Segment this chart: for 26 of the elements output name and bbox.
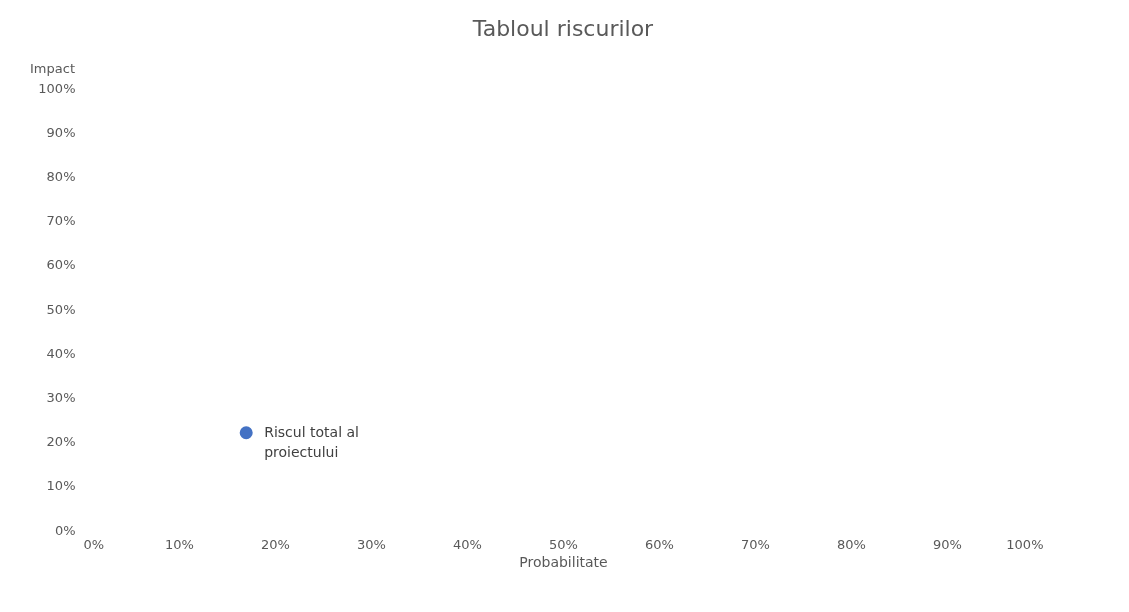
x-tick-label: 20% <box>261 536 290 552</box>
y-tick-label: 40% <box>46 345 76 361</box>
y-tick-label: 20% <box>46 434 76 450</box>
y-tick-label: 80% <box>46 168 76 184</box>
chart-title: Tabloul riscurilor <box>471 16 655 41</box>
x-tick-label: 100% <box>1006 536 1044 552</box>
x-tick-label: 0% <box>83 536 105 552</box>
y-tick-label: 0% <box>54 522 76 538</box>
x-axis-title: Probabilitate <box>519 553 608 570</box>
x-tick-label: 30% <box>357 536 386 552</box>
x-tick-label: 40% <box>453 536 482 552</box>
y-tick-label: 70% <box>46 213 76 229</box>
x-tick-label: 80% <box>837 536 866 552</box>
x-tick-label: 50% <box>549 536 578 552</box>
y-tick-label: 60% <box>46 257 76 273</box>
y-tick-label: 50% <box>46 301 76 317</box>
y-tick-label: 90% <box>46 124 76 140</box>
x-tick-label: 60% <box>645 536 674 552</box>
y-tick-label: 10% <box>46 478 76 494</box>
y-axis-title: Impact <box>30 61 75 76</box>
x-tick-label: 70% <box>741 536 770 552</box>
y-tick-label: 30% <box>46 389 76 405</box>
series-label: Riscul total al proiectului <box>264 423 359 460</box>
x-tick-label: 90% <box>933 536 962 552</box>
x-tick-label: 10% <box>165 536 194 552</box>
y-tick-label: 100% <box>38 80 76 96</box>
